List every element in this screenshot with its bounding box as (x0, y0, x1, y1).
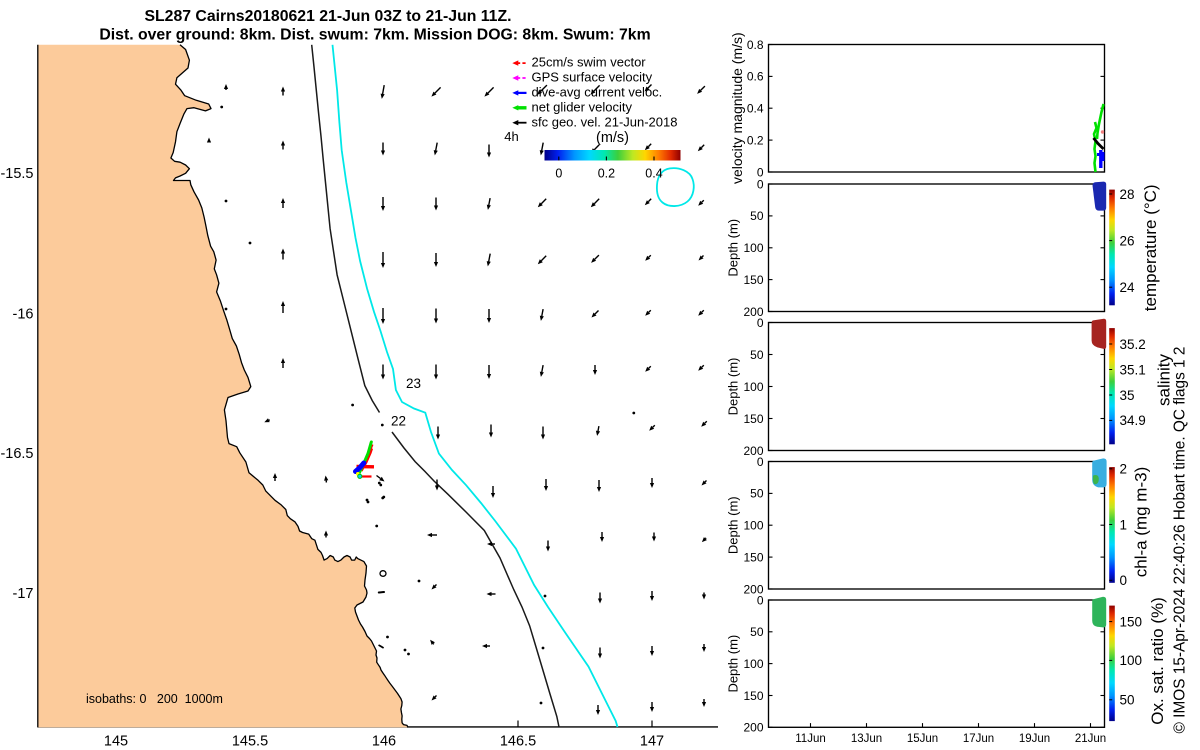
svg-text:salinity: salinity (1155, 354, 1174, 406)
svg-text:velocity magnitude (m/s): velocity magnitude (m/s) (729, 32, 745, 184)
svg-text:chl-a (mg m-3): chl-a (mg m-3) (1132, 467, 1151, 578)
svg-text:Ox. sat. ratio (%): Ox. sat. ratio (%) (1148, 597, 1167, 725)
svg-text:4h: 4h (504, 129, 518, 144)
svg-text:35.1: 35.1 (1120, 362, 1146, 377)
svg-text:200: 200 (743, 444, 763, 458)
svg-text:147: 147 (640, 734, 664, 750)
svg-text:-17: -17 (13, 586, 34, 602)
svg-text:Dist. over ground: 8km. Dist.: Dist. over ground: 8km. Dist. swum: 7km.… (99, 27, 650, 44)
svg-text:50: 50 (750, 348, 764, 362)
svg-text:Depth (m): Depth (m) (726, 219, 741, 277)
svg-text:-16.5: -16.5 (0, 446, 33, 462)
svg-text:sfc geo. vel. 21-Jun-2018: sfc geo. vel. 21-Jun-2018 (532, 114, 678, 129)
svg-text:200: 200 (743, 721, 763, 735)
svg-text:145: 145 (104, 734, 128, 750)
svg-text:-15.5: -15.5 (0, 166, 33, 182)
svg-text:100: 100 (1120, 653, 1143, 668)
svg-text:0: 0 (757, 177, 764, 191)
svg-text:(m/s): (m/s) (596, 130, 629, 146)
svg-text:146.5: 146.5 (500, 734, 536, 750)
svg-text:0.2: 0.2 (747, 133, 764, 147)
svg-text:50: 50 (750, 625, 764, 639)
svg-text:150: 150 (1120, 614, 1143, 629)
svg-text:100: 100 (743, 657, 763, 671)
svg-text:145.5: 145.5 (232, 734, 268, 750)
svg-text:0: 0 (757, 455, 764, 469)
svg-text:GPS surface velocity: GPS surface velocity (532, 70, 653, 85)
svg-text:26: 26 (1120, 233, 1135, 248)
svg-text:Depth (m): Depth (m) (726, 358, 741, 416)
svg-text:100: 100 (743, 380, 763, 394)
svg-text:13Jun: 13Jun (851, 733, 882, 745)
svg-text:50: 50 (750, 487, 764, 501)
svg-text:0: 0 (1120, 573, 1128, 588)
svg-text:28: 28 (1120, 187, 1135, 202)
svg-text:dive-avg current veloc.: dive-avg current veloc. (532, 85, 663, 100)
svg-text:150: 150 (743, 273, 763, 287)
svg-text:25cm/s swim vector: 25cm/s swim vector (532, 55, 647, 70)
svg-text:146: 146 (372, 734, 396, 750)
svg-text:Depth (m): Depth (m) (726, 496, 741, 554)
svg-text:0.2: 0.2 (598, 167, 615, 181)
svg-text:50: 50 (1120, 693, 1135, 708)
svg-text:isobaths: 0 200 1000m: isobaths: 0 200 1000m (86, 692, 223, 706)
svg-text:1: 1 (1120, 517, 1128, 532)
svg-text:0: 0 (757, 165, 764, 179)
svg-text:50: 50 (750, 209, 764, 223)
svg-text:35: 35 (1120, 388, 1135, 403)
svg-text:2: 2 (1120, 462, 1128, 477)
svg-text:100: 100 (743, 241, 763, 255)
svg-text:0: 0 (555, 167, 562, 181)
svg-text:0.4: 0.4 (645, 167, 662, 181)
svg-text:150: 150 (743, 689, 763, 703)
svg-text:0.4: 0.4 (747, 102, 764, 116)
svg-text:17Jun: 17Jun (963, 733, 994, 745)
svg-text:100: 100 (743, 519, 763, 533)
svg-text:34.9: 34.9 (1120, 413, 1146, 428)
svg-text:200: 200 (743, 582, 763, 596)
svg-text:15Jun: 15Jun (907, 733, 938, 745)
svg-text:0: 0 (757, 593, 764, 607)
svg-text:19Jun: 19Jun (1019, 733, 1050, 745)
svg-text:21Jun: 21Jun (1075, 733, 1106, 745)
svg-text:35.2: 35.2 (1120, 337, 1146, 352)
svg-text:temperature (°C): temperature (°C) (1141, 184, 1160, 311)
svg-text:© IMOS 15-Apr-2024 22:40:26 Ho: © IMOS 15-Apr-2024 22:40:26 Hobart time.… (1172, 347, 1189, 734)
svg-text:-16: -16 (13, 306, 34, 322)
svg-text:net glider velocity: net glider velocity (532, 99, 633, 114)
svg-text:0.6: 0.6 (747, 70, 764, 84)
svg-text:SL287 Cairns20180621 21-Jun 03: SL287 Cairns20180621 21-Jun 03Z to 21-Ju… (144, 8, 511, 25)
svg-text:0: 0 (757, 316, 764, 330)
svg-text:150: 150 (743, 550, 763, 564)
svg-text:150: 150 (743, 412, 763, 426)
svg-text:Depth (m): Depth (m) (726, 635, 741, 693)
svg-text:23: 23 (406, 376, 421, 391)
svg-text:24: 24 (1120, 280, 1136, 295)
svg-text:22: 22 (391, 414, 406, 429)
svg-text:0.8: 0.8 (747, 38, 764, 52)
svg-text:11Jun: 11Jun (795, 733, 825, 745)
svg-text:200: 200 (743, 305, 763, 319)
